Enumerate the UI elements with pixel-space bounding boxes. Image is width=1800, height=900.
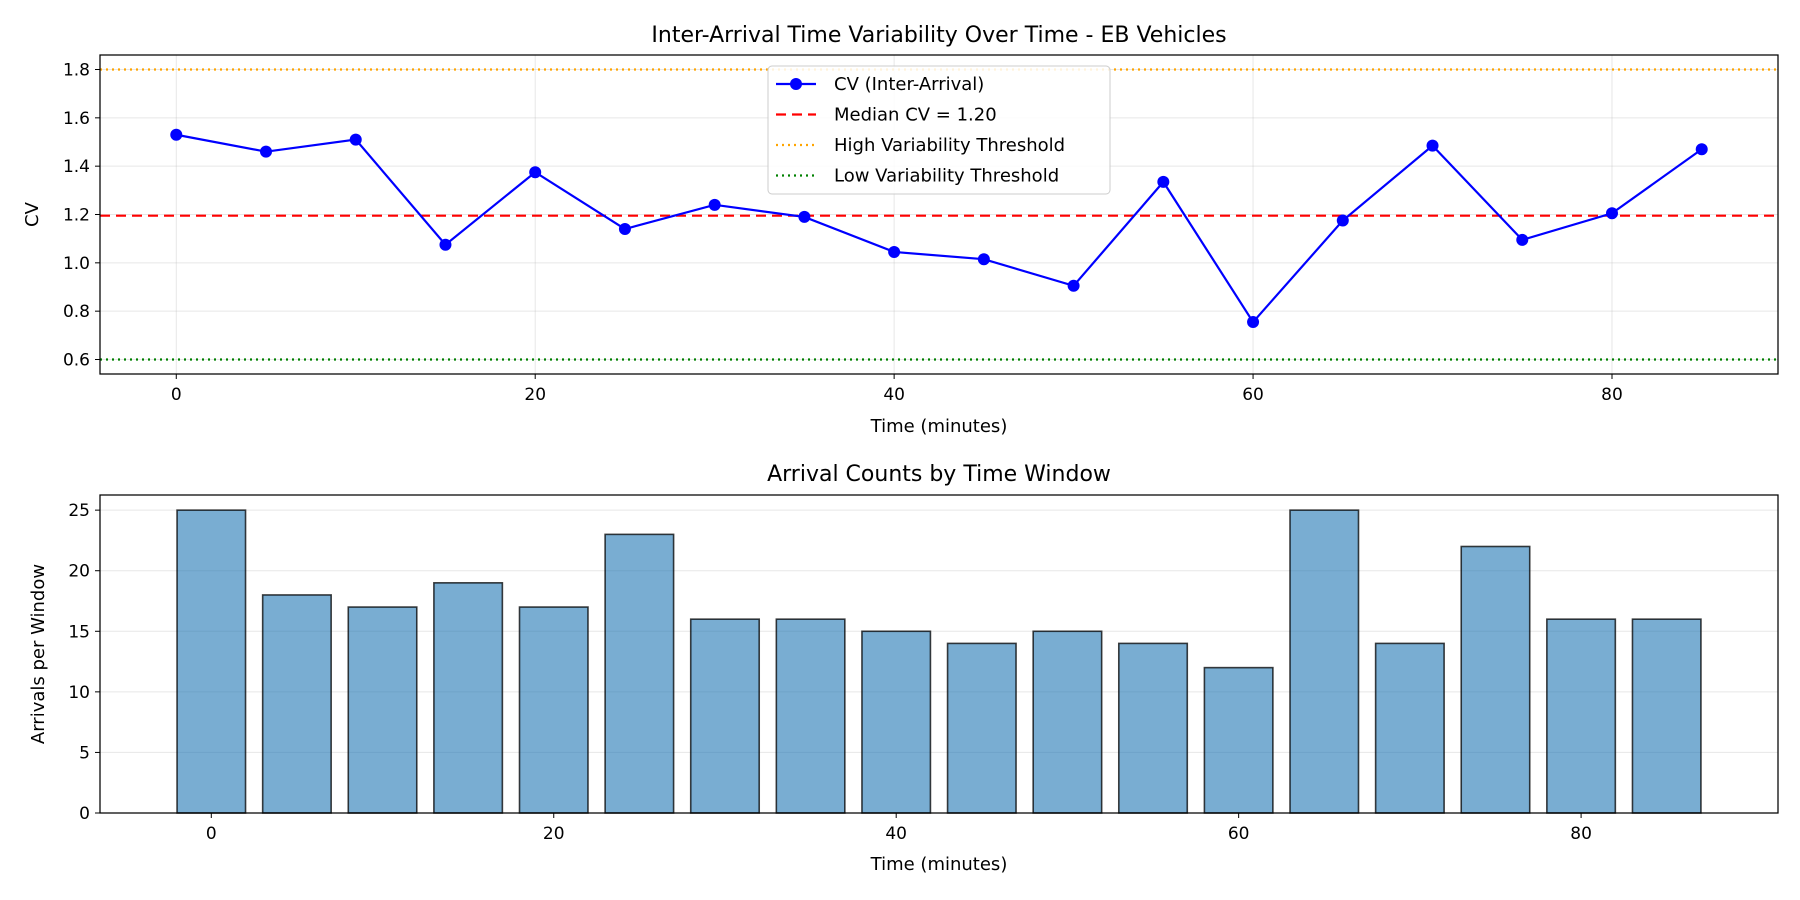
cv-y-tick-label: 1.4 <box>63 157 90 177</box>
cv-axes: 0 20 40 60 80 0.6 0.8 1.0 1.2 1.4 1.6 1.8 <box>63 54 1779 405</box>
cv-x-tick-label: 80 <box>1601 385 1623 405</box>
cv-data-point <box>1426 139 1439 152</box>
bar-y-tick-label: 0 <box>79 804 90 824</box>
bar-x-axis-label: Time (minutes) <box>870 854 1008 875</box>
cv-line-chart: Inter-Arrival Time Variability Over Time… <box>22 23 1779 437</box>
cv-y-tick-label: 0.6 <box>63 351 90 371</box>
cv-data-point <box>798 210 811 223</box>
cv-y-tick-label: 1.2 <box>63 206 90 226</box>
legend-swatch-marker <box>790 78 802 90</box>
bar <box>433 582 504 814</box>
legend-entry-label: Low Variability Threshold <box>834 166 1059 187</box>
bar-axes: 0 20 40 60 80 0 5 10 15 20 25 <box>68 494 1779 844</box>
bar <box>946 642 1017 814</box>
cv-x-tick-label: 20 <box>524 385 546 405</box>
arrival-count-bar-chart: Arrival Counts by Time Window Time (minu… <box>28 462 1779 875</box>
cv-x-tick-label: 60 <box>1242 385 1264 405</box>
bar-x-tick-label: 80 <box>1570 824 1592 844</box>
cv-data-point <box>977 253 990 266</box>
bar-series <box>176 509 1702 814</box>
bar <box>1203 666 1274 814</box>
bar <box>1631 618 1702 814</box>
bar <box>861 630 932 814</box>
bar <box>1460 545 1531 814</box>
bar <box>347 606 418 814</box>
bar <box>604 533 675 814</box>
cv-x-axis-label: Time (minutes) <box>870 416 1008 437</box>
bar <box>1546 618 1617 814</box>
cv-series-line <box>176 133 1703 324</box>
legend-entry-label: CV (Inter-Arrival) <box>834 74 984 95</box>
bar <box>518 606 589 814</box>
bar-x-tick-label: 20 <box>543 824 565 844</box>
cv-data-point <box>1067 279 1080 292</box>
legend-entry-label: High Variability Threshold <box>834 135 1065 156</box>
cv-y-axis-label: CV <box>22 201 43 227</box>
cv-data-point <box>1247 316 1260 329</box>
bar-x-tick-label: 0 <box>206 824 217 844</box>
bar <box>176 509 247 814</box>
bar-y-tick-label: 20 <box>68 562 90 582</box>
cv-data-point <box>1157 175 1170 188</box>
bar-y-tick-label: 10 <box>68 683 90 703</box>
bar-y-axis-label: Arrivals per Window <box>28 564 49 744</box>
bar-x-tick-label: 40 <box>885 824 907 844</box>
cv-data-point <box>1695 143 1708 156</box>
cv-data-point <box>260 145 273 158</box>
cv-data-point <box>1336 214 1349 227</box>
legend-entry-label: Median CV = 1.20 <box>834 105 997 126</box>
bar <box>1032 630 1103 814</box>
bar <box>775 618 846 814</box>
bar-plot-frame <box>99 494 1779 814</box>
cv-data-point <box>708 198 721 211</box>
cv-data-point <box>349 133 362 146</box>
bar-y-tick-label: 25 <box>68 501 90 521</box>
bar-chart-title: Arrival Counts by Time Window <box>767 462 1111 487</box>
bar-y-tick-label: 5 <box>79 743 90 763</box>
cv-x-tick-label: 40 <box>883 385 905 405</box>
cv-data-point <box>618 223 631 235</box>
bar <box>1289 509 1360 814</box>
cv-y-tick-label: 1.8 <box>63 61 90 81</box>
cv-data-point <box>439 238 452 251</box>
bar <box>689 618 761 814</box>
cv-series <box>170 128 1708 329</box>
cv-chart-title: Inter-Arrival Time Variability Over Time… <box>651 23 1226 48</box>
cv-legend: CV (Inter-Arrival) Median CV = 1.20 High V… <box>767 65 1111 195</box>
cv-data-point <box>888 245 901 258</box>
cv-legend-box <box>767 65 1111 195</box>
cv-data-point <box>1605 207 1618 220</box>
bar <box>1374 642 1445 814</box>
bar <box>261 594 332 814</box>
cv-y-tick-label: 0.8 <box>63 302 90 322</box>
cv-x-tick-label: 0 <box>171 385 182 405</box>
cv-y-tick-label: 1.6 <box>63 109 90 129</box>
cv-data-point <box>529 166 542 179</box>
cv-data-point <box>1516 233 1529 246</box>
cv-data-point <box>170 128 183 141</box>
cv-y-tick-label: 1.0 <box>63 254 90 274</box>
bar-x-tick-label: 60 <box>1228 824 1250 844</box>
bar-y-tick-label: 15 <box>68 622 90 642</box>
bar <box>1117 642 1189 814</box>
